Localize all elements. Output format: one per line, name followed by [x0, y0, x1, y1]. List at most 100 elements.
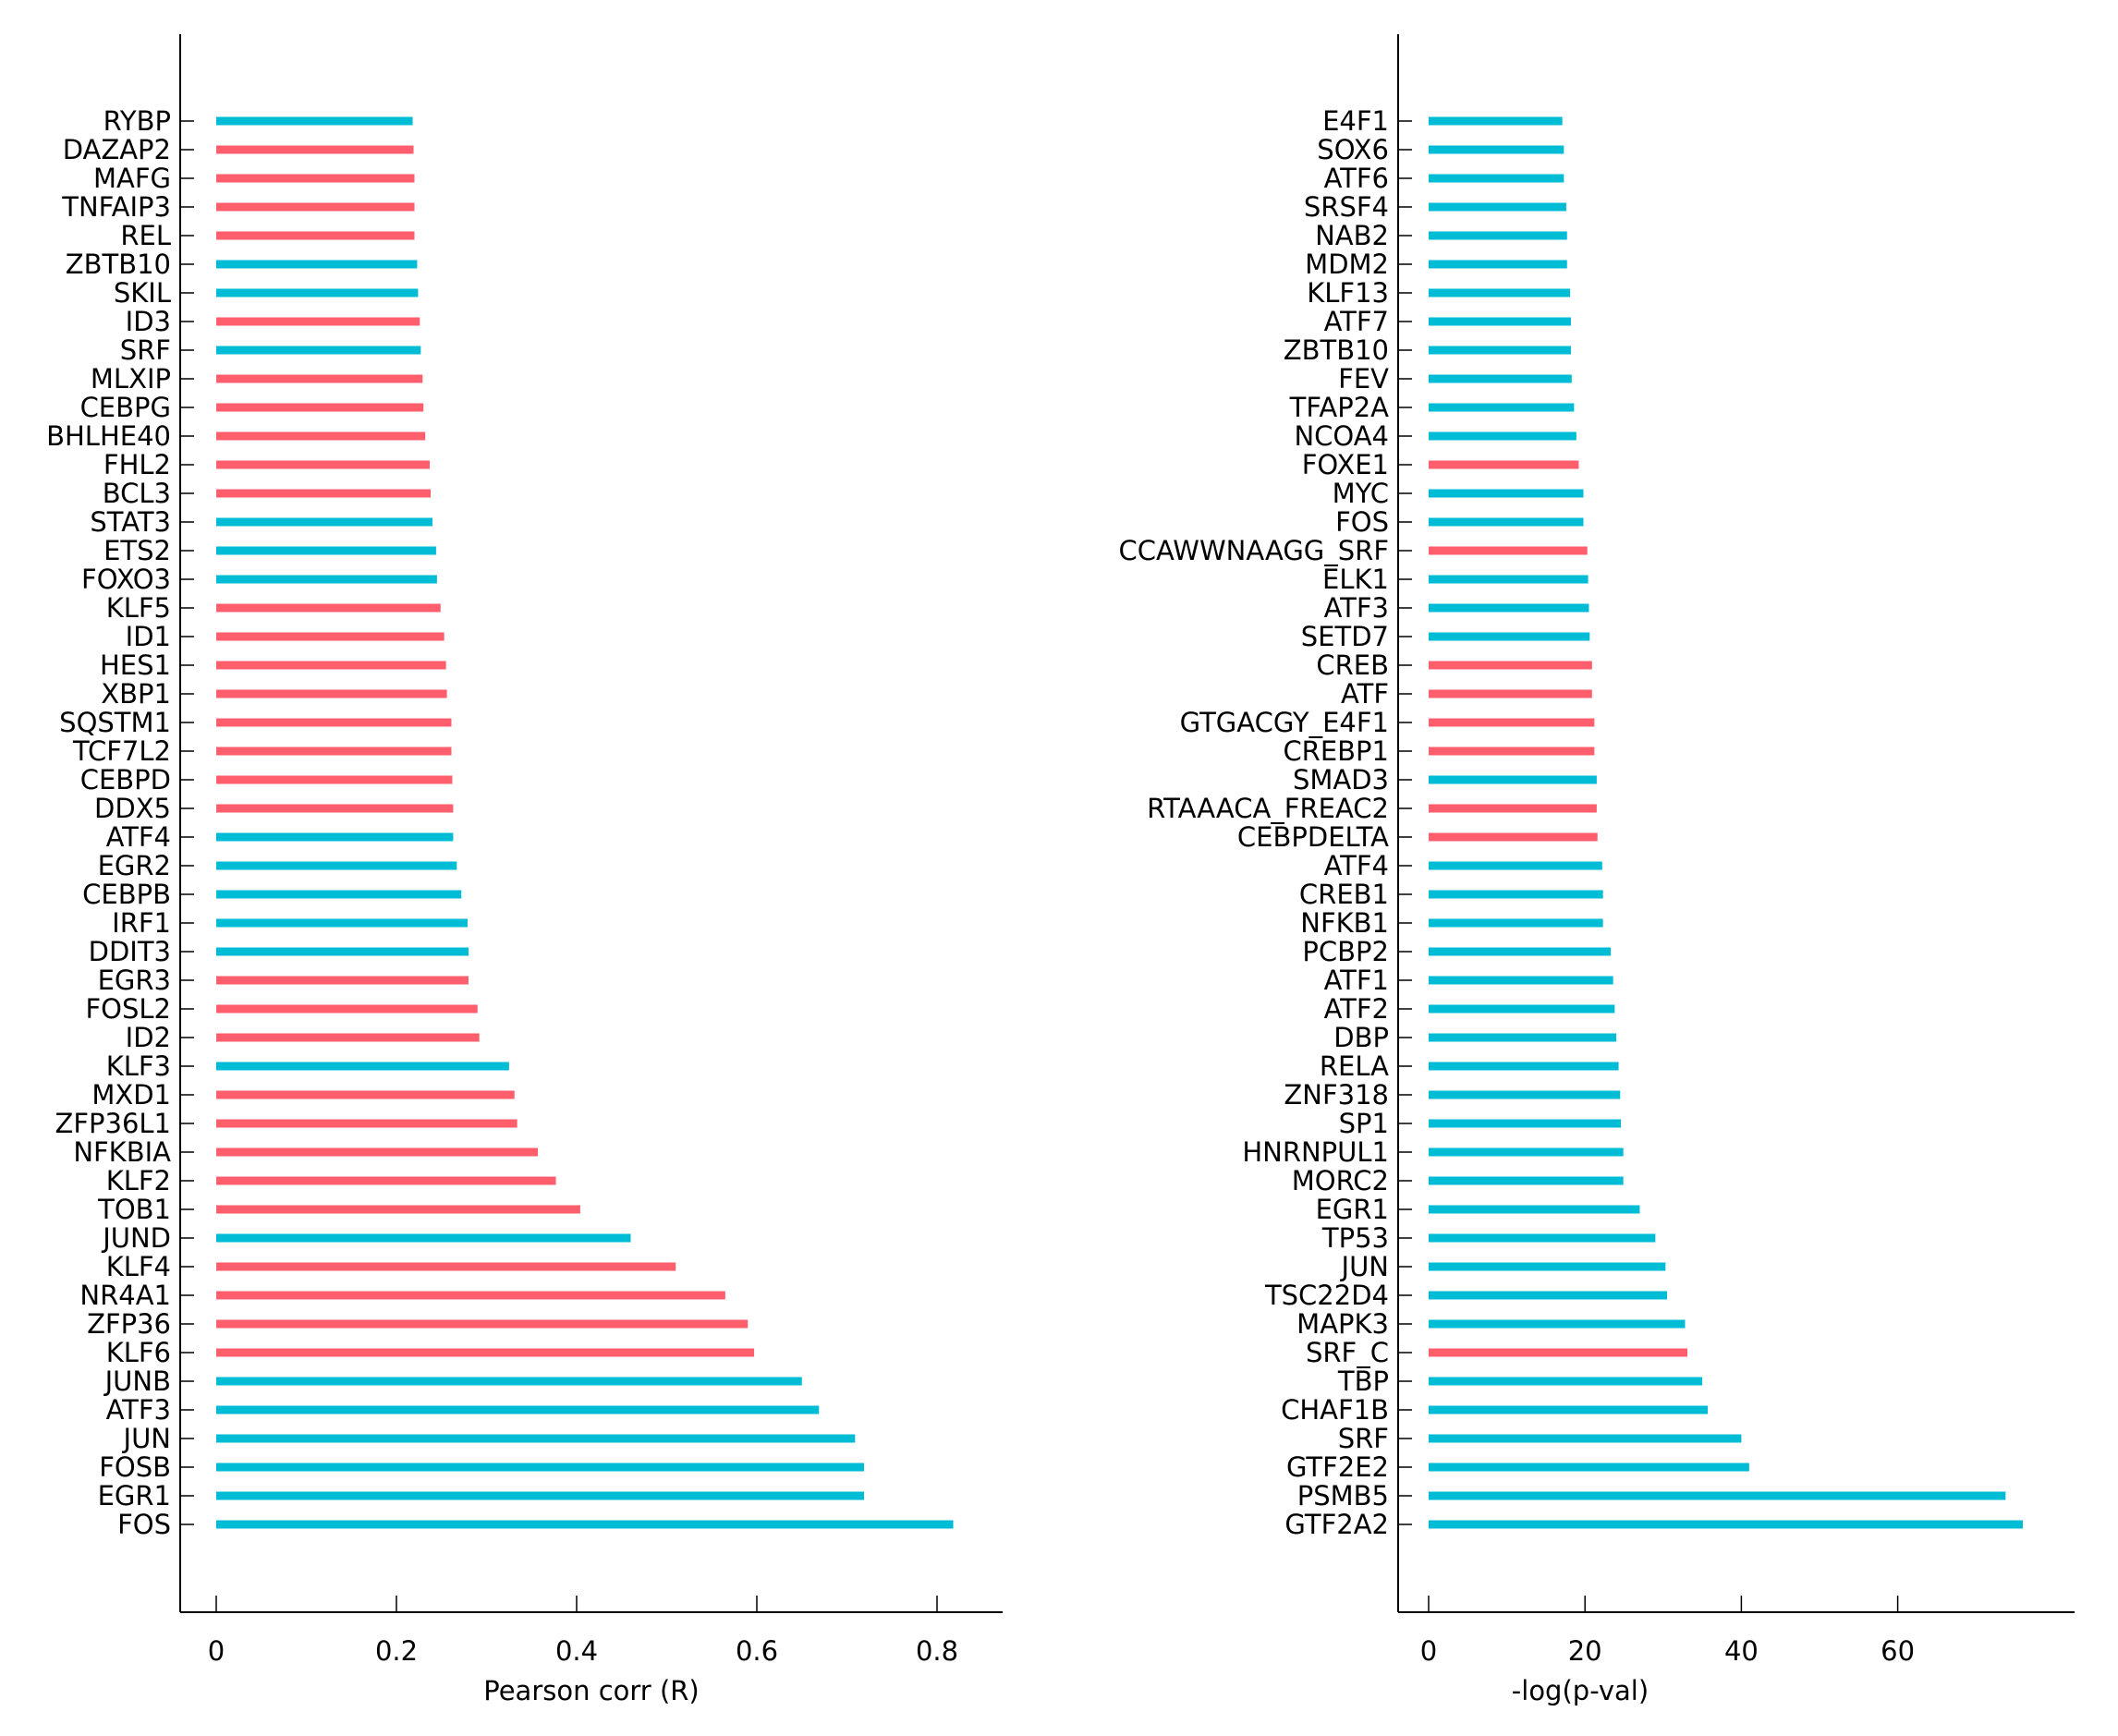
corr-bar-fosl2	[216, 1004, 478, 1014]
corr-bar-fhl2	[216, 460, 431, 469]
pval-bar-e4f1	[1429, 116, 1563, 126]
corr-category-label: EGR1	[98, 1480, 171, 1511]
corr-bar-cebpd	[216, 775, 453, 784]
corr-bar-xbp1	[216, 689, 447, 698]
corr-category-label: ZBTB10	[66, 249, 171, 280]
pval-category-label: E4F1	[1322, 105, 1389, 137]
corr-category-label: XBP1	[101, 678, 171, 710]
pval-category-label: KLF13	[1307, 277, 1389, 309]
pval-bar-morc2	[1429, 1176, 1624, 1185]
corr-category-label: HES1	[100, 649, 171, 681]
pval-bar-egr1	[1429, 1205, 1640, 1214]
corr-bar-nr4a1	[216, 1291, 725, 1300]
pval-bar-zbtb10	[1429, 346, 1571, 355]
corr-category-label: KLF3	[106, 1050, 171, 1082]
pval-category-label: TP53	[1321, 1222, 1389, 1254]
pval-category-label: CCAWWNAAGG_SRF	[1119, 535, 1389, 566]
pval-bar-crebp1	[1429, 747, 1595, 756]
pval-category-label: MDM2	[1305, 249, 1389, 280]
pval-bar-foxe1	[1429, 460, 1579, 469]
corr-category-label: KLF6	[106, 1337, 171, 1368]
pval-category-label: CHAF1B	[1281, 1394, 1389, 1426]
corr-bar-nfkbia	[216, 1147, 539, 1157]
pval-category-label: HNRNPUL1	[1242, 1136, 1389, 1168]
pval-category-label: NFKB1	[1300, 907, 1389, 939]
corr-category-label: FOSL2	[85, 993, 171, 1025]
corr-category-label: JUNB	[103, 1366, 171, 1397]
pval-bar-dbp	[1429, 1033, 1617, 1042]
pval-bar-ncoa4	[1429, 431, 1576, 441]
pval-category-label: ATF2	[1324, 993, 1389, 1025]
pval-bar-nfkb1	[1429, 918, 1603, 928]
corr-bar-egr2	[216, 861, 457, 870]
pval-category-label: TFAP2A	[1289, 392, 1390, 423]
pval-category-label: CREB	[1316, 649, 1389, 681]
pvalue-panel: 0 20 40 60-log(p-val)E4F1SOX6ATF6SRSF4NAB2M…	[1119, 34, 2075, 1706]
corr-category-label: FOXO3	[81, 564, 171, 595]
pval-category-label: MAPK3	[1296, 1308, 1389, 1340]
corr-bar-sqstm1	[216, 718, 452, 727]
corr-bar-skil	[216, 288, 419, 297]
corr-category-label: KLF5	[106, 592, 171, 624]
pval-bar-fev	[1429, 374, 1572, 383]
corr-bar-id1	[216, 632, 444, 641]
pval-bar-atf6	[1429, 174, 1564, 183]
pval-bar-gtf2e2	[1429, 1463, 1749, 1472]
pval-bar-elk1	[1429, 575, 1588, 584]
pval-bar-psmb5	[1429, 1491, 2006, 1500]
pval-category-label: TSC22D4	[1264, 1280, 1389, 1311]
corr-bar-egr3	[216, 976, 469, 985]
pval-x-tick-label: 60	[1881, 1635, 1915, 1667]
corr-category-label: BHLHE40	[46, 420, 171, 452]
corr-bar-egr1	[216, 1491, 865, 1500]
corr-bar-zbtb10	[216, 260, 418, 269]
corr-category-label: ID2	[126, 1022, 171, 1053]
pval-category-label: FOXE1	[1302, 449, 1389, 480]
pval-category-label: FEV	[1338, 363, 1389, 395]
corr-category-label: EGR3	[98, 965, 171, 996]
corr-category-label: KLF2	[106, 1165, 171, 1196]
corr-bar-bcl3	[216, 489, 432, 498]
pval-category-label: ATF	[1341, 678, 1389, 710]
pval-bar-tsc22d4	[1429, 1291, 1668, 1300]
pval-category-label: ATF1	[1324, 965, 1389, 996]
pval-bar-gtf2a2	[1429, 1520, 2023, 1529]
corr-bar-rel	[216, 231, 415, 240]
pval-bar-atf4	[1429, 861, 1602, 870]
corr-category-label: TCF7L2	[72, 735, 171, 767]
pval-category-label: RTAAACA_FREAC2	[1147, 793, 1389, 824]
pval-category-label: ATF4	[1324, 850, 1389, 881]
corr-category-label: FOSB	[99, 1451, 171, 1483]
pval-category-label: ELK1	[1322, 564, 1389, 595]
pval-bar-srf-c	[1429, 1348, 1688, 1357]
pval-category-label: RELA	[1320, 1050, 1389, 1082]
corr-bar-tcf7l2	[216, 747, 452, 756]
pval-category-label: CREBP1	[1283, 735, 1389, 767]
corr-bar-mafg	[216, 174, 415, 183]
corr-category-label: IRF1	[112, 907, 171, 939]
corr-category-label: MAFG	[93, 163, 171, 194]
corr-category-label: FHL2	[103, 449, 171, 480]
corr-x-tick-label: 0.2	[375, 1635, 418, 1667]
corr-bar-klf5	[216, 603, 441, 613]
corr-bar-junb	[216, 1377, 802, 1386]
pval-bar-jun	[1429, 1262, 1666, 1271]
pval-category-label: SRF	[1338, 1423, 1389, 1454]
pval-bar-rtaaaca-freac2	[1429, 804, 1597, 813]
pval-category-label: TBP	[1337, 1366, 1389, 1397]
corr-bar-fosb	[216, 1463, 865, 1472]
corr-bar-rybp	[216, 116, 413, 126]
corr-bar-klf4	[216, 1262, 676, 1271]
corr-category-label: ZFP36	[87, 1308, 171, 1340]
pval-bar-sox6	[1429, 145, 1564, 154]
pval-bar-klf13	[1429, 288, 1571, 297]
corr-bar-zfp36l1	[216, 1119, 517, 1128]
pval-category-label: GTGACGY_E4F1	[1180, 707, 1389, 738]
corr-category-label: ZFP36L1	[55, 1108, 171, 1139]
corr-category-label: ID1	[126, 621, 171, 652]
corr-bar-irf1	[216, 918, 469, 928]
corr-category-label: SKIL	[114, 277, 171, 309]
corr-category-label: KLF4	[106, 1251, 171, 1282]
